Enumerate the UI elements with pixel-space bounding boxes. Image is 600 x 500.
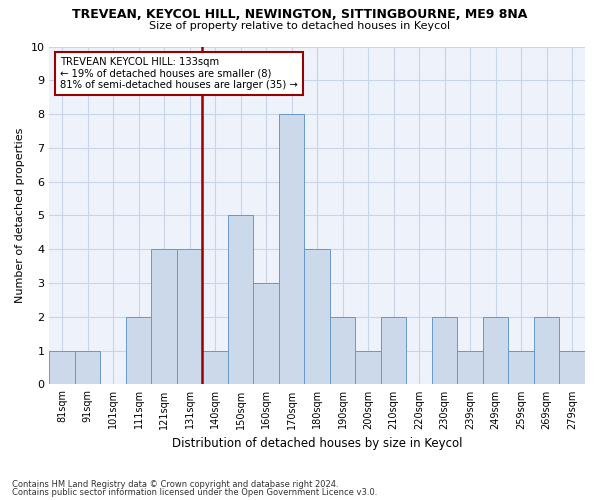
Bar bbox=[75, 350, 100, 384]
Bar bbox=[483, 317, 508, 384]
Bar bbox=[202, 350, 228, 384]
Bar bbox=[559, 350, 585, 384]
Bar bbox=[151, 250, 177, 384]
Text: Contains HM Land Registry data © Crown copyright and database right 2024.: Contains HM Land Registry data © Crown c… bbox=[12, 480, 338, 489]
Bar bbox=[355, 350, 381, 384]
Bar bbox=[432, 317, 457, 384]
Bar bbox=[253, 283, 279, 384]
Bar bbox=[457, 350, 483, 384]
Bar bbox=[279, 114, 304, 384]
Text: TREVEAN KEYCOL HILL: 133sqm
← 19% of detached houses are smaller (8)
81% of semi: TREVEAN KEYCOL HILL: 133sqm ← 19% of det… bbox=[60, 56, 298, 90]
Bar bbox=[381, 317, 406, 384]
Bar bbox=[49, 350, 75, 384]
Bar bbox=[177, 250, 202, 384]
Bar bbox=[126, 317, 151, 384]
Text: TREVEAN, KEYCOL HILL, NEWINGTON, SITTINGBOURNE, ME9 8NA: TREVEAN, KEYCOL HILL, NEWINGTON, SITTING… bbox=[73, 8, 527, 20]
Y-axis label: Number of detached properties: Number of detached properties bbox=[15, 128, 25, 303]
X-axis label: Distribution of detached houses by size in Keycol: Distribution of detached houses by size … bbox=[172, 437, 463, 450]
Text: Contains public sector information licensed under the Open Government Licence v3: Contains public sector information licen… bbox=[12, 488, 377, 497]
Text: Size of property relative to detached houses in Keycol: Size of property relative to detached ho… bbox=[149, 21, 451, 31]
Bar bbox=[228, 216, 253, 384]
Bar bbox=[534, 317, 559, 384]
Bar bbox=[304, 250, 330, 384]
Bar bbox=[330, 317, 355, 384]
Bar bbox=[508, 350, 534, 384]
